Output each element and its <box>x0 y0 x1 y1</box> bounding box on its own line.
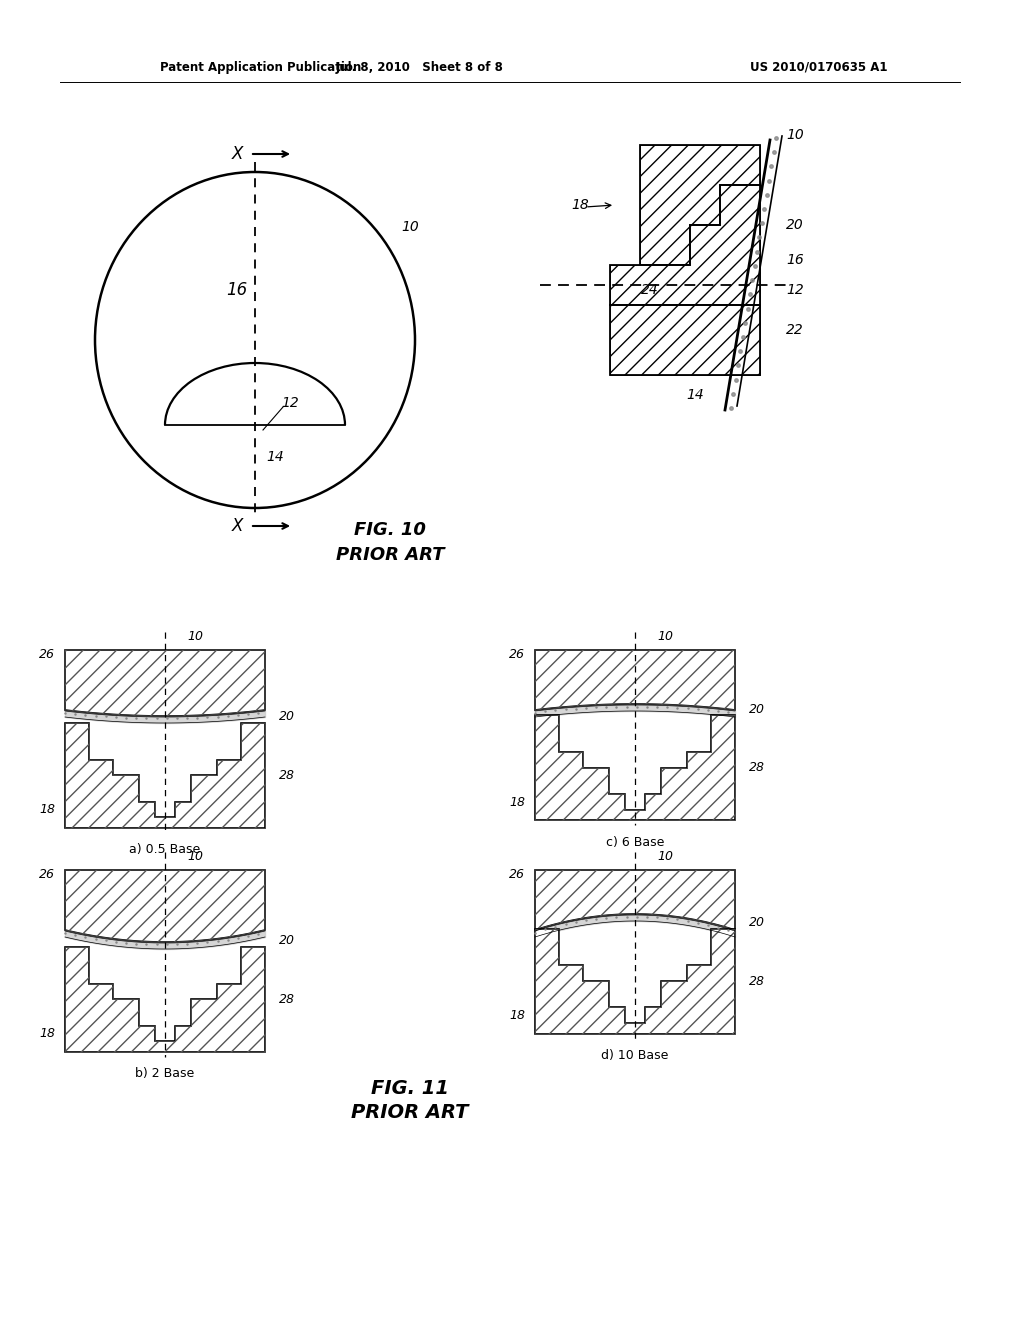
Text: 10: 10 <box>401 220 419 234</box>
Text: 22: 22 <box>786 323 804 337</box>
Text: PRIOR ART: PRIOR ART <box>336 546 444 564</box>
Text: 20: 20 <box>786 218 804 232</box>
Polygon shape <box>65 946 265 1052</box>
Text: 26: 26 <box>509 869 525 882</box>
Text: Jul. 8, 2010   Sheet 8 of 8: Jul. 8, 2010 Sheet 8 of 8 <box>336 61 504 74</box>
Text: PRIOR ART: PRIOR ART <box>351 1104 469 1122</box>
Text: 10: 10 <box>786 128 804 143</box>
Text: 20: 20 <box>749 702 765 715</box>
Text: 28: 28 <box>749 762 765 774</box>
Text: 28: 28 <box>279 993 295 1006</box>
Text: US 2010/0170635 A1: US 2010/0170635 A1 <box>750 61 888 74</box>
Polygon shape <box>535 715 735 820</box>
Text: 24: 24 <box>641 282 658 297</box>
Polygon shape <box>535 928 735 1034</box>
Polygon shape <box>535 649 735 710</box>
Text: X: X <box>231 145 243 162</box>
Text: 28: 28 <box>749 974 765 987</box>
Text: 14: 14 <box>266 450 284 465</box>
Polygon shape <box>610 305 760 375</box>
Text: 12: 12 <box>786 282 804 297</box>
Text: 18: 18 <box>39 804 55 817</box>
Text: 20: 20 <box>279 710 295 723</box>
Text: FIG. 10: FIG. 10 <box>354 521 426 539</box>
Text: X: X <box>231 517 243 535</box>
Text: 10: 10 <box>187 630 203 643</box>
Text: FIG. 11: FIG. 11 <box>371 1078 449 1097</box>
Text: 16: 16 <box>786 253 804 267</box>
Text: d) 10 Base: d) 10 Base <box>601 1049 669 1063</box>
Text: 18: 18 <box>39 1027 55 1040</box>
Text: 12: 12 <box>282 396 299 411</box>
Text: 10: 10 <box>657 630 673 643</box>
Polygon shape <box>640 145 760 265</box>
Polygon shape <box>65 649 265 715</box>
Text: 10: 10 <box>187 850 203 862</box>
Text: 10: 10 <box>657 850 673 862</box>
Text: 26: 26 <box>39 648 55 661</box>
Polygon shape <box>65 723 265 828</box>
Text: c) 6 Base: c) 6 Base <box>606 836 665 849</box>
Text: b) 2 Base: b) 2 Base <box>135 1068 195 1080</box>
Text: 20: 20 <box>749 916 765 929</box>
Polygon shape <box>610 185 760 305</box>
Text: 26: 26 <box>39 869 55 882</box>
Text: 18: 18 <box>509 796 525 809</box>
Text: 26: 26 <box>509 648 525 661</box>
Text: 18: 18 <box>509 1008 525 1022</box>
Text: a) 0.5 Base: a) 0.5 Base <box>129 843 201 857</box>
Text: Patent Application Publication: Patent Application Publication <box>160 61 361 74</box>
Text: 16: 16 <box>226 281 248 300</box>
Polygon shape <box>535 870 735 931</box>
Text: 18: 18 <box>571 198 589 213</box>
Polygon shape <box>65 870 265 942</box>
Text: 20: 20 <box>279 935 295 948</box>
Text: 14: 14 <box>686 388 703 403</box>
Text: 28: 28 <box>279 770 295 781</box>
